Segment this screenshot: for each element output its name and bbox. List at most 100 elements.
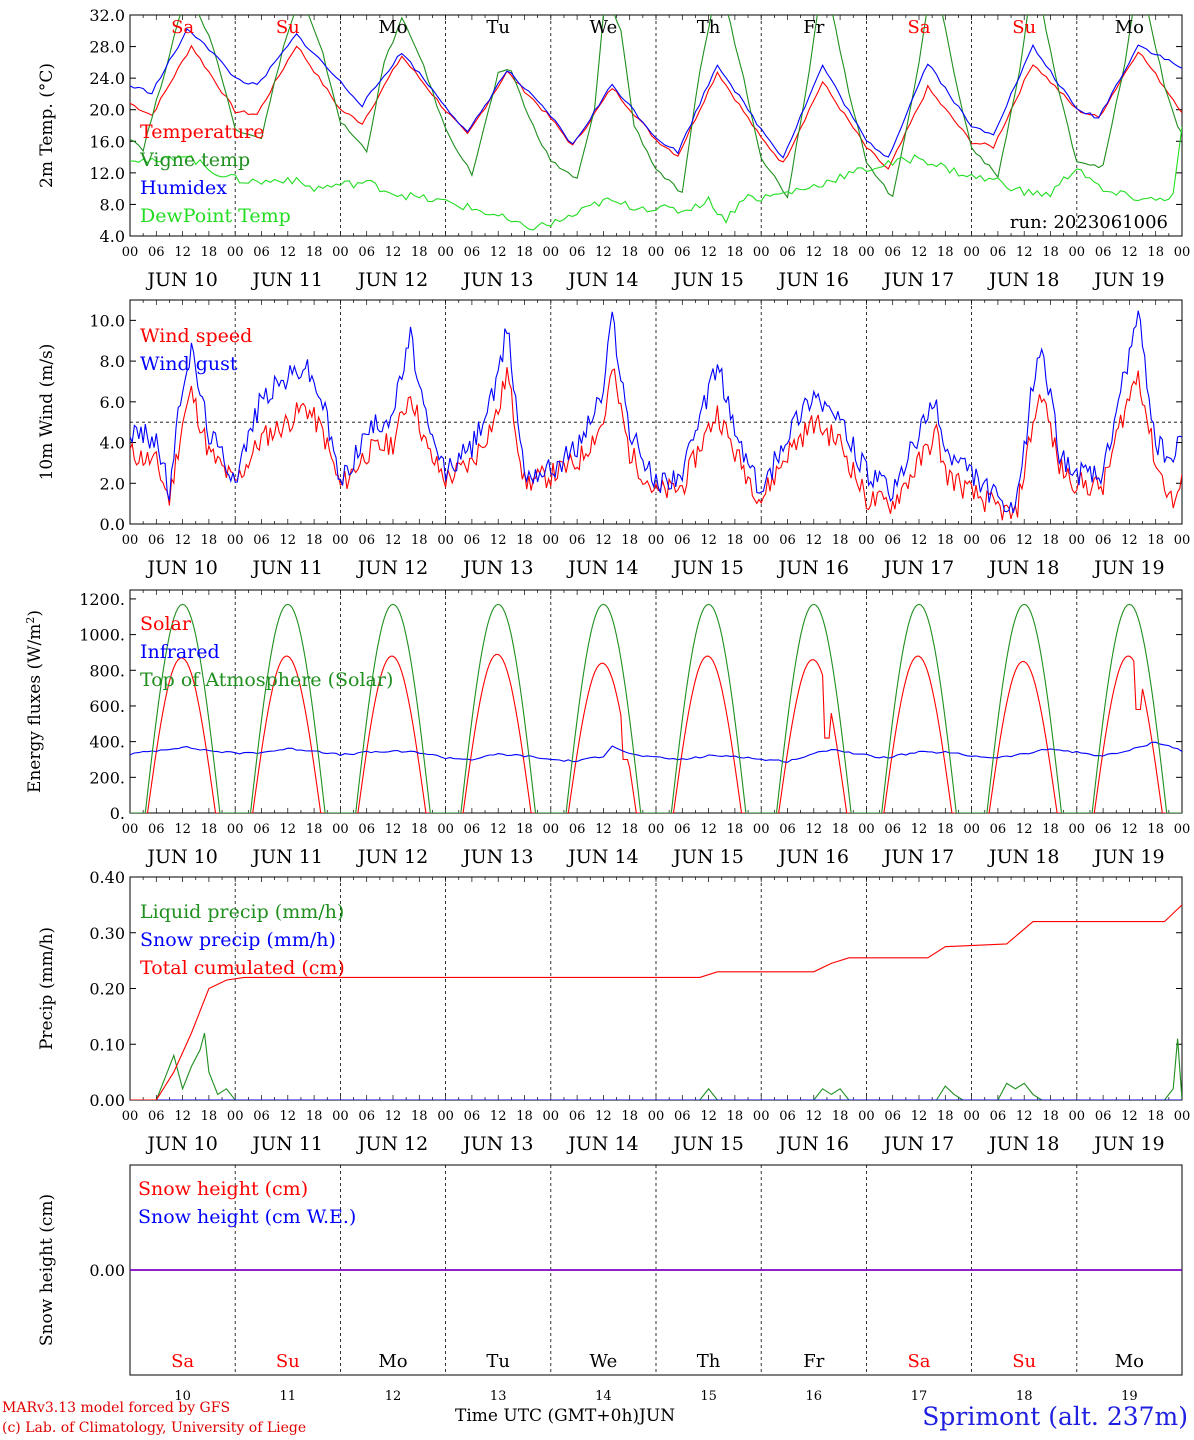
weekday-label: Sa [171, 1351, 194, 1372]
weekday-label: Su [1012, 17, 1036, 38]
date-label: JUN 19 [1092, 1133, 1164, 1155]
date-label: JUN 13 [461, 269, 533, 291]
legend-entry: Top of Atmosphere (Solar) [140, 669, 393, 691]
hour-tick-label: 18 [1042, 533, 1059, 548]
hour-tick-label: 12 [1016, 822, 1033, 837]
legend-entry: Humidex [140, 177, 227, 199]
hour-tick-label: 00 [648, 245, 665, 260]
hour-tick-label: 12 [385, 1109, 402, 1124]
hour-tick-label: 00 [1069, 533, 1086, 548]
hour-tick-label: 18 [727, 822, 744, 837]
date-label: JUN 11 [251, 846, 323, 868]
hour-tick-label: 12 [174, 822, 191, 837]
day-number-label: 11 [280, 1389, 297, 1404]
series-group [130, 603, 1182, 813]
hour-tick-label: 12 [911, 1109, 928, 1124]
date-label: JUN 19 [1092, 846, 1164, 868]
hour-tick-label: 06 [569, 533, 586, 548]
date-label: JUN 17 [882, 1133, 954, 1155]
y-tick-label: 1000. [79, 626, 125, 645]
hour-tick-label: 06 [884, 533, 901, 548]
hour-tick-label: 12 [700, 1109, 717, 1124]
hour-tick-label: 18 [201, 245, 218, 260]
hour-tick-label: 18 [201, 533, 218, 548]
hour-tick-label: 12 [385, 533, 402, 548]
hour-tick-label: 12 [280, 245, 297, 260]
hour-tick-label: 00 [227, 245, 244, 260]
hour-tick-label: 18 [832, 533, 849, 548]
date-label: JUN 14 [566, 1133, 638, 1155]
y-tick-label: 1200. [79, 590, 125, 609]
hour-tick-label: 00 [753, 245, 770, 260]
hour-tick-label: 00 [1174, 1109, 1191, 1124]
legend-entry: Solar [140, 613, 192, 635]
date-label: JUN 15 [671, 557, 743, 579]
weekday-label: We [590, 1351, 618, 1372]
hour-tick-label: 18 [621, 1109, 638, 1124]
hour-tick-label: 00 [1069, 1109, 1086, 1124]
date-label: JUN 19 [1092, 557, 1164, 579]
hour-tick-label: 12 [806, 245, 823, 260]
hour-tick-label: 00 [332, 245, 349, 260]
hour-tick-label: 12 [700, 822, 717, 837]
hour-tick-label: 12 [595, 245, 612, 260]
hour-tick-label: 18 [832, 245, 849, 260]
hour-tick-label: 00 [122, 822, 139, 837]
hour-tick-label: 12 [490, 245, 507, 260]
weekday-label: Mo [1115, 17, 1144, 38]
hour-tick-label: 00 [963, 245, 980, 260]
weekday-label: Tu [486, 17, 510, 38]
series-line-red [130, 367, 1182, 521]
series-line-green [130, 603, 1182, 813]
legend-entry: DewPoint Temp [140, 205, 291, 227]
y-tick-label: 600. [89, 697, 125, 716]
legend-entry: Liquid precip (mm/h) [140, 901, 344, 923]
hour-tick-label: 12 [911, 533, 928, 548]
date-label: JUN 16 [777, 846, 849, 868]
x-axis-month: JUN [639, 1406, 676, 1426]
hour-tick-label: 18 [201, 1109, 218, 1124]
hour-tick-label: 12 [1016, 1109, 1033, 1124]
hour-tick-label: 06 [990, 245, 1007, 260]
series-line-blue [130, 28, 1182, 159]
date-label: JUN 14 [566, 269, 638, 291]
hour-tick-label: 12 [490, 822, 507, 837]
hour-tick-label: 06 [148, 1109, 165, 1124]
weekday-label: Sa [907, 1351, 930, 1372]
weekday-label: Mo [1115, 1351, 1144, 1372]
y-tick-label: 24.0 [89, 69, 125, 88]
hour-tick-label: 06 [990, 1109, 1007, 1124]
series-line-red [130, 44, 1182, 170]
hour-tick-label: 18 [621, 245, 638, 260]
legend-entry: Temperature [140, 121, 264, 143]
legend-entry: Snow height (cm) [138, 1178, 308, 1200]
hour-tick-label: 06 [148, 245, 165, 260]
hour-tick-label: 18 [621, 533, 638, 548]
date-label: JUN 17 [882, 846, 954, 868]
hour-tick-label: 18 [937, 533, 954, 548]
panel-frame [129, 299, 1183, 525]
panel-2: 0.0 2.0 4.0 6.0 8.0 10.0 10m Wind (m/s) Wind sp… [37, 299, 1190, 579]
hour-tick-label: 06 [569, 822, 586, 837]
y-tick-label: 800. [89, 661, 125, 680]
hour-tick-label: 18 [1042, 1109, 1059, 1124]
date-label: JUN 13 [461, 1133, 533, 1155]
station-label: Sprimont (alt. 237m) [922, 1402, 1188, 1431]
hour-tick-label: 12 [806, 533, 823, 548]
hour-tick-label: 00 [858, 533, 875, 548]
hour-tick-label: 06 [990, 533, 1007, 548]
hour-tick-label: 18 [1042, 822, 1059, 837]
date-label: JUN 10 [145, 846, 217, 868]
hour-tick-label: 18 [306, 245, 323, 260]
hour-tick-label: 18 [727, 533, 744, 548]
y-tick-label: 20.0 [89, 101, 125, 120]
day-number-label: 18 [1016, 1389, 1033, 1404]
hour-tick-label: 00 [858, 1109, 875, 1124]
hour-tick-label: 18 [306, 1109, 323, 1124]
y-axis-title-close: ) [25, 610, 45, 617]
date-label: JUN 15 [671, 846, 743, 868]
hour-tick-label: 00 [858, 245, 875, 260]
series-line-blue [130, 741, 1182, 763]
y-tick-label: 4.0 [100, 227, 125, 246]
y-tick-label: 0.00 [89, 1091, 125, 1110]
